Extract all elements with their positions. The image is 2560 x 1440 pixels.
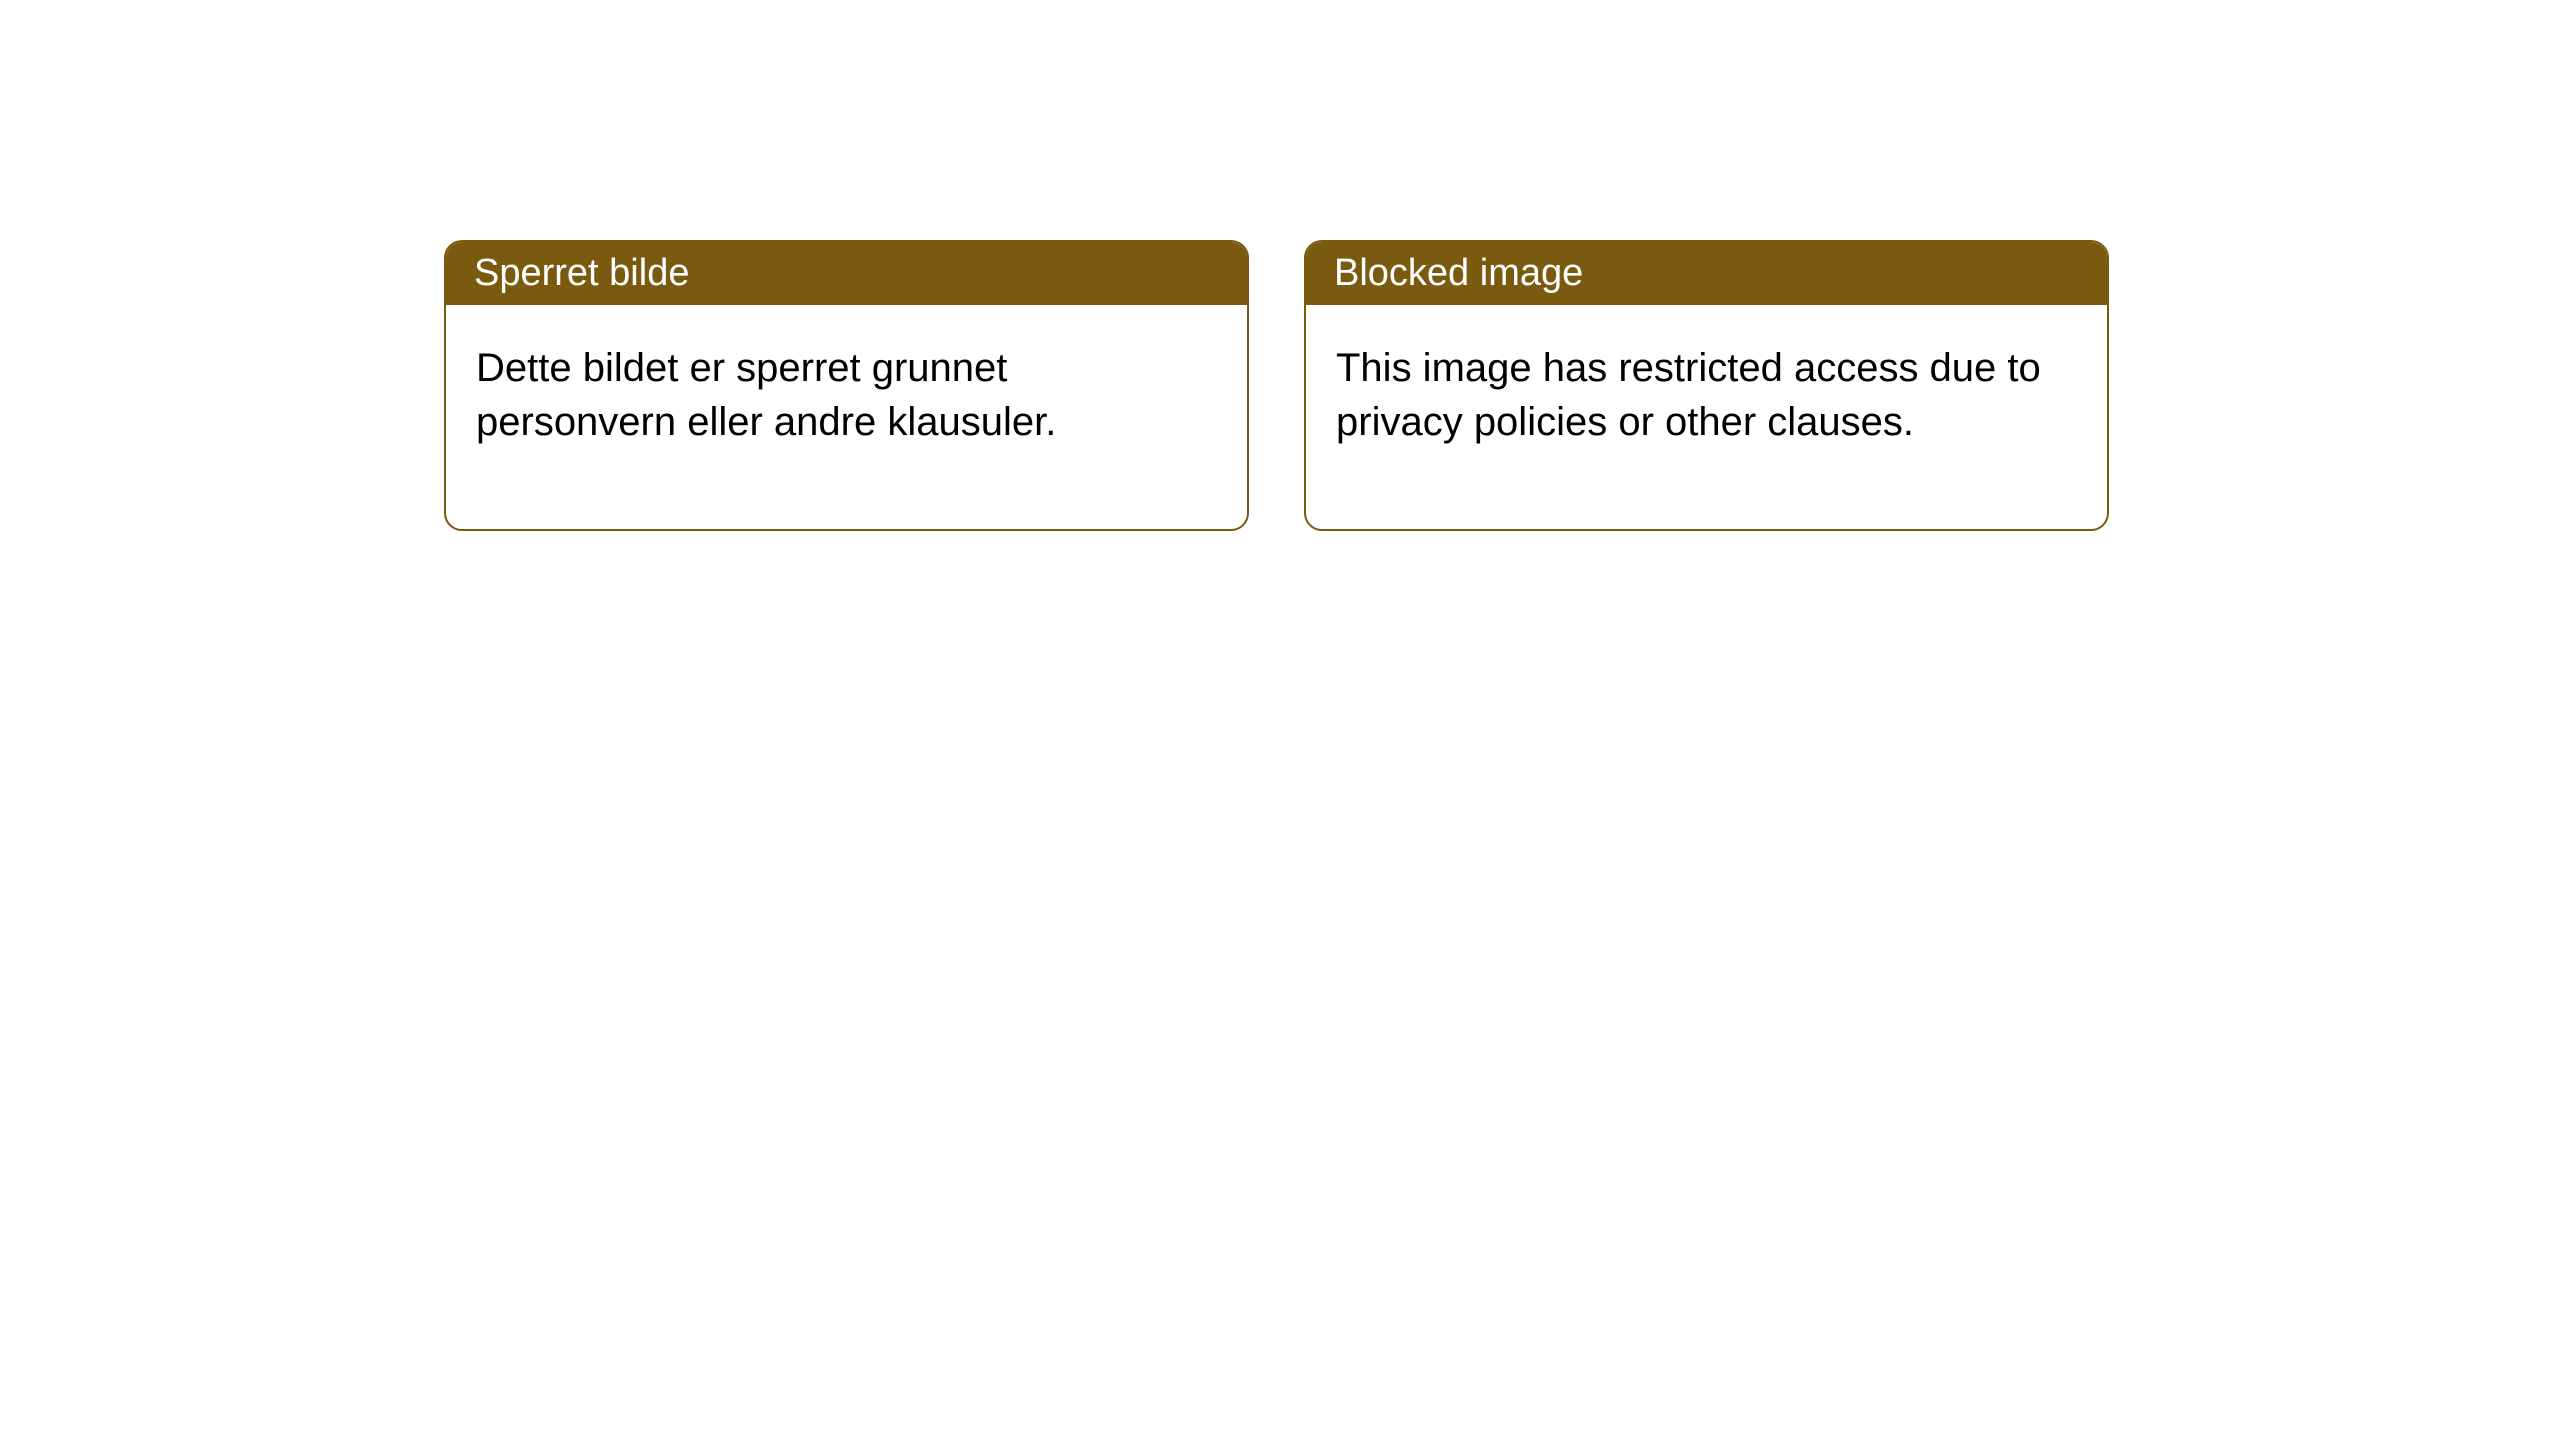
notice-container: Sperret bilde Dette bildet er sperret gr… <box>444 240 2109 531</box>
notice-card-no: Sperret bilde Dette bildet er sperret gr… <box>444 240 1249 531</box>
notice-title-en: Blocked image <box>1306 242 2107 305</box>
notice-body-no: Dette bildet er sperret grunnet personve… <box>446 305 1247 529</box>
notice-body-en: This image has restricted access due to … <box>1306 305 2107 529</box>
notice-title-no: Sperret bilde <box>446 242 1247 305</box>
notice-card-en: Blocked image This image has restricted … <box>1304 240 2109 531</box>
